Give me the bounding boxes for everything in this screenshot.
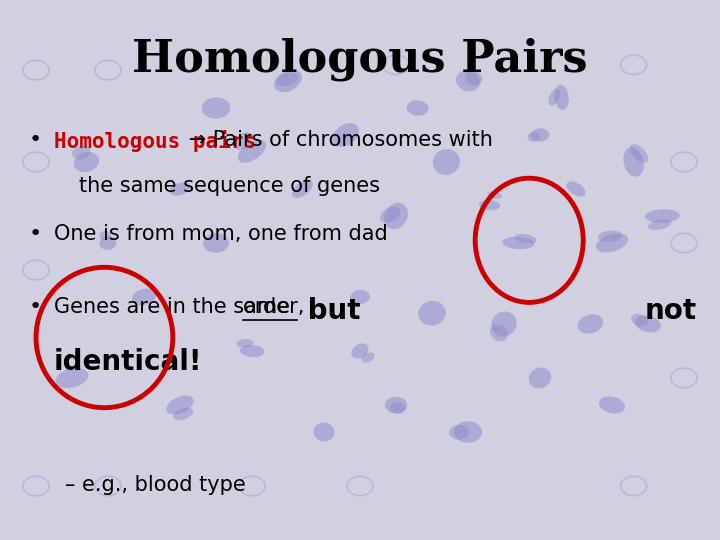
Ellipse shape xyxy=(390,403,405,414)
Text: One is from mom, one from dad: One is from mom, one from dad xyxy=(54,224,388,244)
Ellipse shape xyxy=(549,89,560,106)
Ellipse shape xyxy=(629,144,648,163)
Ellipse shape xyxy=(170,183,190,195)
Text: the same sequence of genes: the same sequence of genes xyxy=(79,176,380,195)
Ellipse shape xyxy=(235,132,251,150)
Ellipse shape xyxy=(487,191,502,199)
Ellipse shape xyxy=(515,234,536,244)
Ellipse shape xyxy=(433,149,460,175)
Ellipse shape xyxy=(55,368,89,388)
Ellipse shape xyxy=(648,219,671,230)
Ellipse shape xyxy=(503,237,534,249)
Text: – e.g., blood type: – e.g., blood type xyxy=(65,475,246,495)
Ellipse shape xyxy=(203,233,229,253)
Ellipse shape xyxy=(174,408,193,420)
Ellipse shape xyxy=(202,97,230,119)
Text: Homologous pairs: Homologous pairs xyxy=(54,130,256,152)
Ellipse shape xyxy=(385,397,407,413)
Text: Genes are in the same: Genes are in the same xyxy=(54,297,297,317)
Ellipse shape xyxy=(527,132,540,141)
Ellipse shape xyxy=(598,231,622,242)
Ellipse shape xyxy=(166,395,194,415)
Ellipse shape xyxy=(351,343,369,359)
Ellipse shape xyxy=(577,314,603,334)
Ellipse shape xyxy=(274,70,302,92)
Ellipse shape xyxy=(449,425,469,440)
Ellipse shape xyxy=(361,353,374,363)
Ellipse shape xyxy=(454,421,482,443)
Ellipse shape xyxy=(490,324,508,341)
Ellipse shape xyxy=(554,85,569,110)
Ellipse shape xyxy=(624,147,644,177)
Ellipse shape xyxy=(132,289,156,305)
Ellipse shape xyxy=(236,339,253,348)
Ellipse shape xyxy=(491,312,517,336)
Ellipse shape xyxy=(73,152,99,172)
Text: but: but xyxy=(298,297,361,325)
Ellipse shape xyxy=(635,315,661,333)
Ellipse shape xyxy=(531,129,549,141)
Ellipse shape xyxy=(240,345,264,357)
Ellipse shape xyxy=(238,140,266,163)
Ellipse shape xyxy=(380,207,400,223)
Text: order,: order, xyxy=(243,297,305,317)
Ellipse shape xyxy=(350,290,370,304)
Text: •: • xyxy=(29,297,42,317)
Ellipse shape xyxy=(384,203,408,229)
Ellipse shape xyxy=(599,396,625,414)
Ellipse shape xyxy=(333,123,359,147)
Ellipse shape xyxy=(99,236,117,250)
Text: Homologous Pairs: Homologous Pairs xyxy=(132,38,588,82)
Ellipse shape xyxy=(479,200,500,211)
Ellipse shape xyxy=(529,368,551,388)
Ellipse shape xyxy=(596,233,628,253)
Ellipse shape xyxy=(631,314,648,327)
Ellipse shape xyxy=(456,71,480,91)
Ellipse shape xyxy=(407,100,428,116)
Ellipse shape xyxy=(314,423,334,441)
Ellipse shape xyxy=(292,180,312,198)
Text: identical!: identical! xyxy=(54,348,202,376)
Text: → Pairs of chromosomes with: → Pairs of chromosomes with xyxy=(182,130,493,150)
Ellipse shape xyxy=(72,146,91,159)
Text: not: not xyxy=(644,297,696,325)
Text: •: • xyxy=(29,224,42,244)
Ellipse shape xyxy=(567,181,585,197)
Ellipse shape xyxy=(465,71,482,85)
Ellipse shape xyxy=(99,231,111,241)
Ellipse shape xyxy=(645,209,680,223)
Ellipse shape xyxy=(418,301,446,326)
Ellipse shape xyxy=(276,72,298,86)
Text: •: • xyxy=(29,130,42,150)
